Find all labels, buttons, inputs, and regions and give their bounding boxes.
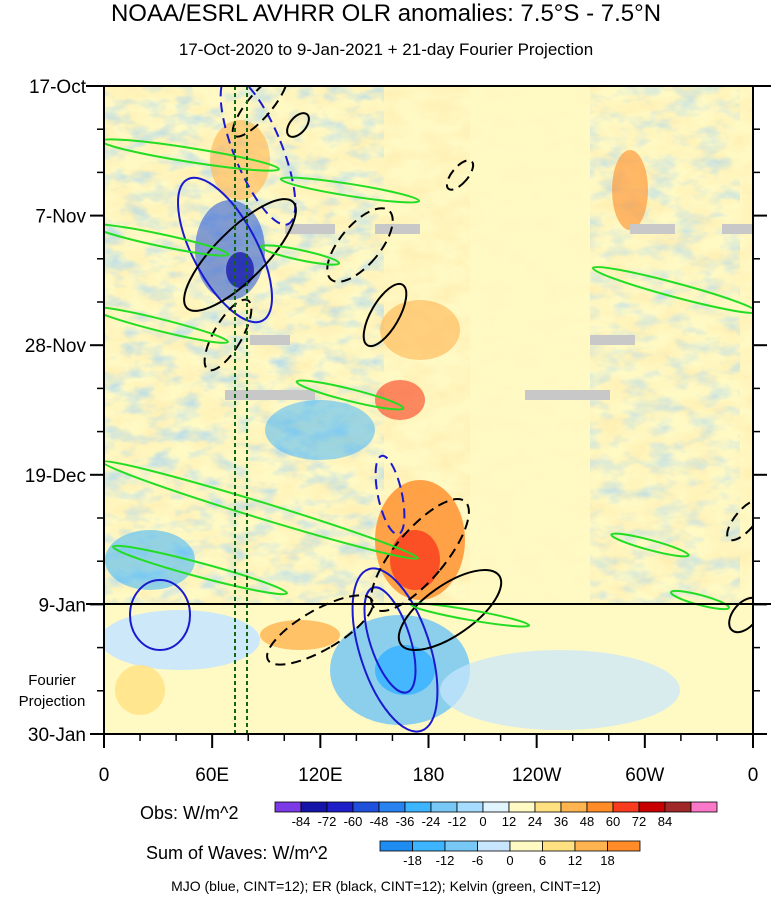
chart-subtitle: 17-Oct-2020 to 9-Jan-2021 + 21-day Fouri… bbox=[178, 40, 594, 59]
colorbar-swatch bbox=[612, 801, 640, 813]
colorbar-swatch bbox=[412, 840, 446, 852]
obs-colorbar: -84 -72 -60 -48 -36 -24 -12 0 12 24 36 48 60 72 84 bbox=[274, 801, 718, 829]
colorbar-tick-label: 60 bbox=[606, 814, 620, 829]
colorbar-tick-label: -12 bbox=[448, 814, 467, 829]
colorbar-swatch bbox=[509, 840, 543, 852]
colorbar-swatch bbox=[444, 840, 478, 852]
colorbar-tick-label: -12 bbox=[436, 853, 455, 868]
colorbar-tick-label: 12 bbox=[502, 814, 516, 829]
colorbar-swatch bbox=[482, 801, 510, 813]
y-tick-label: 9-Jan bbox=[38, 595, 86, 616]
colorbar-swatch bbox=[690, 801, 718, 813]
x-tick-label: 0 bbox=[748, 765, 759, 786]
olr-anomaly-field bbox=[104, 86, 753, 734]
y-tick-label: 17-Oct bbox=[29, 77, 87, 98]
colorbar-tick-label: 84 bbox=[658, 814, 672, 829]
colorbar-tick-label: -60 bbox=[344, 814, 363, 829]
fourier-label-line2: Projection bbox=[18, 693, 86, 710]
x-tick-label: 60W bbox=[625, 765, 664, 786]
y-tick-label: 7-Nov bbox=[35, 207, 86, 228]
colorbar-tick-label: -36 bbox=[396, 814, 415, 829]
x-tick-label: 180 bbox=[413, 765, 445, 786]
colorbar-tick-label: 72 bbox=[632, 814, 646, 829]
x-axis: 0 60E 120E 180 120W 60W 0 bbox=[99, 734, 759, 786]
colorbar-swatch bbox=[378, 801, 406, 813]
colorbar-swatch bbox=[607, 840, 641, 852]
colorbar-tick-label: -6 bbox=[472, 853, 484, 868]
fourier-label-line1: Fourier bbox=[28, 672, 76, 689]
x-tick-label: 60E bbox=[195, 765, 229, 786]
x-tick-label: 120E bbox=[298, 765, 342, 786]
colorbar-swatch bbox=[404, 801, 432, 813]
colorbar-tick-label: -48 bbox=[370, 814, 389, 829]
colorbar-swatch bbox=[379, 840, 413, 852]
y-tick-label: 28-Nov bbox=[25, 336, 87, 357]
colorbar-tick-label: 24 bbox=[528, 814, 542, 829]
colorbar-tick-label: 36 bbox=[554, 814, 568, 829]
x-tick-label: 0 bbox=[99, 765, 110, 786]
colorbar-swatch bbox=[534, 801, 562, 813]
waves-colorbar-label: Sum of Waves: W/m^2 bbox=[146, 843, 328, 863]
colorbar-swatch bbox=[477, 840, 511, 852]
fourier-label: Fourier Projection bbox=[10, 672, 94, 710]
colorbar-swatch bbox=[574, 840, 608, 852]
colorbar-swatch bbox=[352, 801, 380, 813]
colorbar-tick-label: 0 bbox=[479, 814, 486, 829]
colorbar-tick-label: -84 bbox=[292, 814, 311, 829]
colorbar-swatch bbox=[508, 801, 536, 813]
chart-title: NOAA/ESRL AVHRR OLR anomalies: 7.5°S - 7… bbox=[110, 0, 662, 27]
colorbar-swatch bbox=[664, 801, 692, 813]
obs-colorbar-label: Obs: W/m^2 bbox=[140, 803, 239, 823]
colorbar-tick-label: -24 bbox=[422, 814, 441, 829]
colorbar-swatch bbox=[300, 801, 328, 813]
colorbar-swatch bbox=[560, 801, 588, 813]
y-tick-label: 30-Jan bbox=[28, 725, 86, 746]
colorbar-swatch bbox=[586, 801, 614, 813]
colorbar-tick-label: 48 bbox=[580, 814, 594, 829]
x-tick-label: 120W bbox=[512, 765, 562, 786]
colorbar-tick-label: 18 bbox=[600, 853, 614, 868]
colorbar-tick-label: -18 bbox=[403, 853, 422, 868]
colorbar-swatch bbox=[430, 801, 458, 813]
colorbar-tick-label: 0 bbox=[506, 853, 513, 868]
footnote: MJO (blue, CINT=12); ER (black, CINT=12)… bbox=[171, 878, 601, 894]
waves-colorbar: -18 -12 -6 0 6 12 18 bbox=[379, 840, 641, 868]
colorbar-swatch bbox=[274, 801, 302, 813]
colorbar-swatch bbox=[456, 801, 484, 813]
colorbar-swatch bbox=[638, 801, 666, 813]
y-axis: 17-Oct 7-Nov 28-Nov 19-Dec 9-Jan 30-Jan bbox=[25, 77, 767, 746]
colorbar-swatch bbox=[542, 840, 576, 852]
colorbar-tick-label: 6 bbox=[539, 853, 546, 868]
colorbar-tick-label: 12 bbox=[568, 853, 582, 868]
y-tick-label: 19-Dec bbox=[25, 466, 86, 487]
colorbar-swatch bbox=[326, 801, 354, 813]
colorbar-tick-label: -72 bbox=[318, 814, 337, 829]
